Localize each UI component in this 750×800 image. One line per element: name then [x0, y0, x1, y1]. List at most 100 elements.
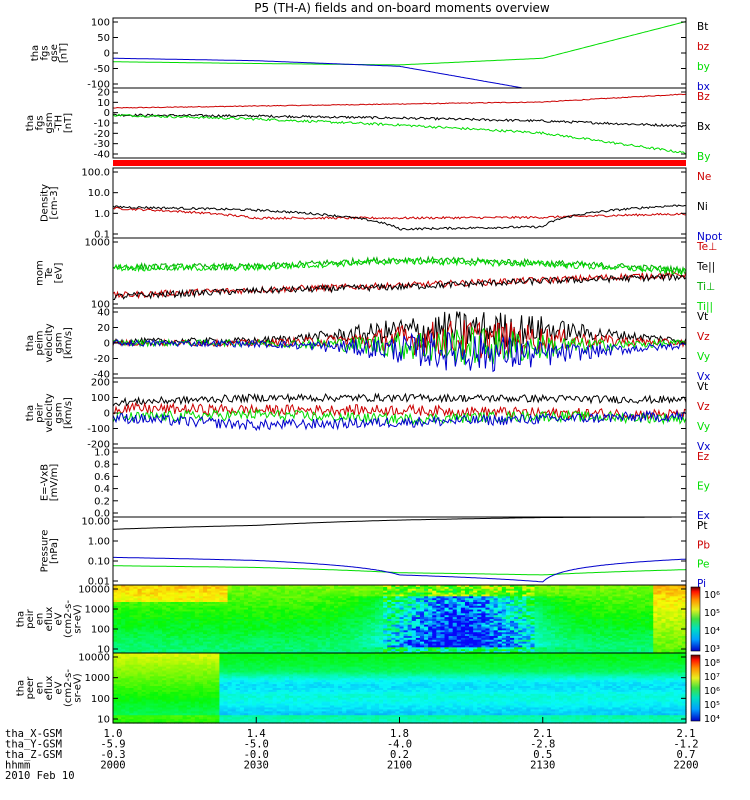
spectrogram-cell — [301, 603, 306, 607]
spectrogram-cell — [280, 617, 286, 620]
spectrogram-cell — [239, 643, 245, 647]
spectrogram-cell — [174, 619, 180, 622]
spectrogram-cell — [141, 626, 147, 630]
spectrogram-cell — [190, 590, 196, 594]
spectrogram-cell — [276, 602, 282, 605]
spectrogram-cell — [125, 596, 130, 599]
spectrogram-cell — [252, 586, 257, 590]
spectrogram-cell — [288, 619, 294, 622]
spectrogram-cell — [149, 647, 155, 650]
spectrogram-cell — [264, 651, 270, 654]
spectrogram-cell — [301, 600, 306, 603]
spectrogram-cell — [203, 628, 208, 631]
spectrogram-cell — [288, 641, 294, 645]
spectrogram-cell — [182, 594, 188, 597]
spectrogram-cell — [113, 598, 118, 601]
spectrogram-cell — [231, 613, 237, 616]
spectrogram-cell — [276, 645, 282, 648]
spectrogram-cell — [121, 598, 126, 601]
spectrogram-cell — [207, 639, 212, 643]
spectrogram-cell — [211, 611, 216, 614]
spectrogram-cell — [170, 628, 175, 631]
spectrogram-cell — [276, 592, 282, 596]
spectrogram-cell — [117, 602, 122, 605]
spectrogram-cell — [121, 637, 126, 641]
spectrogram-cell — [211, 585, 216, 588]
spectrogram-cell — [207, 585, 212, 588]
spectrogram-cell — [170, 651, 175, 654]
spectrogram-cell — [256, 585, 261, 588]
spectrogram-cell — [198, 622, 204, 626]
y-axis-label: fgs — [39, 45, 50, 60]
y-tick-label: 20 — [97, 323, 110, 334]
spectrogram-cell — [297, 645, 302, 648]
spectrogram-cell — [190, 611, 196, 614]
spectrogram-cell — [137, 602, 143, 605]
spectrogram-cell — [129, 626, 135, 630]
spectrogram-cell — [235, 603, 241, 607]
spectrogram-cell — [252, 641, 257, 645]
spectrogram-cell — [301, 622, 306, 626]
spectrogram-cell — [121, 619, 126, 622]
spectrogram-cell — [288, 647, 294, 650]
spectrogram-cell — [117, 590, 122, 594]
spectrogram-cell — [260, 585, 266, 588]
spectrogram-cell — [153, 630, 159, 633]
spectrogram-cell — [219, 607, 225, 611]
spectrogram-cell — [190, 602, 196, 605]
spectrogram-cell — [272, 594, 278, 597]
y-tick-label: 200 — [91, 378, 110, 389]
spectrogram-cell — [182, 596, 188, 599]
spectrogram-cell — [117, 611, 122, 614]
spectrogram-cell — [203, 613, 208, 616]
spectrogram-cell — [198, 615, 204, 618]
spectrogram-cell — [211, 637, 216, 641]
spectrogram-cell — [162, 637, 167, 641]
spectrogram-cell — [235, 649, 241, 652]
spectrogram-cell — [149, 619, 155, 622]
spectrogram-cell — [276, 626, 282, 630]
spectrogram-cell — [203, 592, 208, 596]
spectrogram-cell — [125, 611, 130, 614]
spectrogram-cell — [211, 636, 216, 639]
spectrogram-cell — [137, 619, 143, 622]
spectrogram-cell — [284, 590, 290, 594]
spectrogram-cell — [231, 622, 237, 626]
spectrogram-cell — [121, 636, 126, 639]
spectrogram-cell — [215, 651, 221, 654]
spectrogram-cell — [211, 619, 216, 622]
spectrogram-cell — [276, 611, 282, 614]
spectrogram-cell — [215, 607, 221, 611]
spectrogram-cell — [284, 613, 290, 616]
y-tick-label: 0.10 — [88, 557, 110, 568]
spectrogram-cell — [149, 634, 155, 637]
spectrogram-cell — [153, 596, 159, 599]
spectrogram-cell — [162, 609, 167, 613]
spectrogram-cell — [293, 630, 298, 633]
spectrogram-cell — [235, 637, 241, 641]
spectrogram-cell — [166, 598, 171, 601]
spectrogram-cell — [174, 594, 180, 597]
spectrogram-cell — [137, 615, 143, 618]
spectrogram-cell — [125, 619, 130, 622]
spectrogram-cell — [186, 630, 192, 633]
y-tick-label: -20 — [94, 354, 110, 365]
spectrogram-cell — [260, 594, 266, 597]
spectrogram-cell — [219, 645, 225, 648]
spectrogram-cell — [113, 630, 118, 633]
spectrogram-cell — [166, 594, 171, 597]
spectrogram-cell — [178, 645, 184, 648]
spectrogram-cell — [182, 651, 188, 654]
spectrogram-cell — [162, 586, 167, 590]
spectrogram-cell — [186, 639, 192, 643]
spectrogram-cell — [268, 622, 274, 626]
spectrogram-cell — [252, 603, 257, 607]
spectrogram-cell — [288, 620, 294, 624]
spectrogram-cell — [231, 609, 237, 613]
spectrogram-cell — [264, 588, 270, 592]
spectrogram-cell — [170, 615, 175, 618]
spectrogram-cell — [170, 639, 175, 643]
spectrogram-cell — [301, 611, 306, 614]
spectrogram-cell — [211, 647, 216, 650]
